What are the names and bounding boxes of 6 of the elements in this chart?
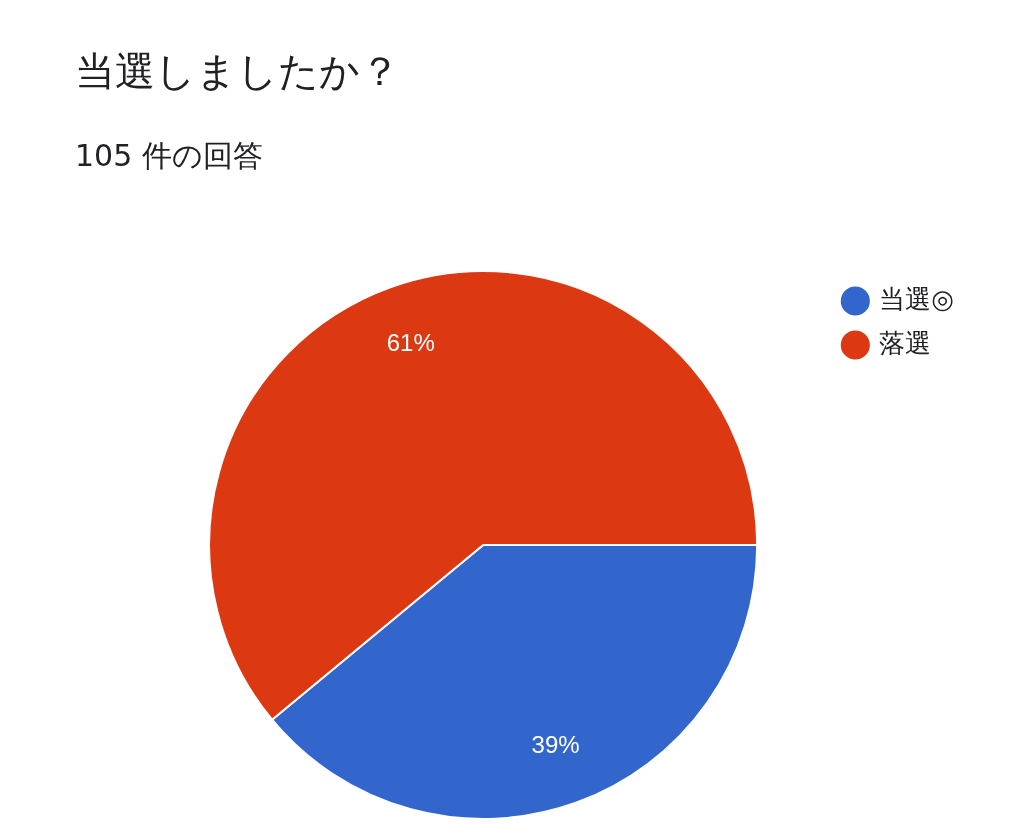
- data-label: 61%: [386, 328, 435, 356]
- data-label: 39%: [531, 730, 580, 758]
- legend-label: 落選: [879, 327, 932, 358]
- chart-title: 当選しましたか？: [75, 47, 400, 96]
- chart-subtitle: 105 件の回答: [75, 137, 263, 175]
- legend-label: 当選◎: [879, 283, 954, 314]
